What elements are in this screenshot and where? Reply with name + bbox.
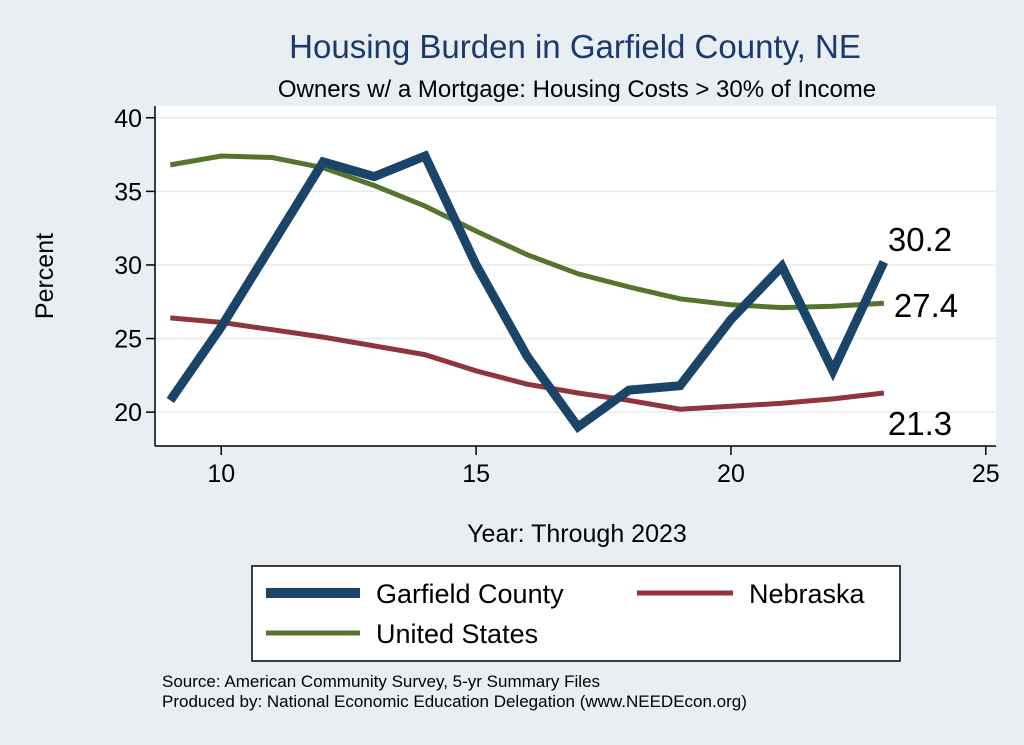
x-tick-label-15: 15 xyxy=(462,460,490,488)
source-note: Source: American Community Survey, 5-yr … xyxy=(162,672,600,691)
y-tick-label-20: 20 xyxy=(114,399,142,427)
legend-label-united-states: United States xyxy=(376,619,538,649)
end-label-nebraska: 21.3 xyxy=(888,405,952,442)
y-tick-label-40: 40 xyxy=(114,105,142,133)
end-label-garfield-county: 30.2 xyxy=(888,221,952,258)
produced-by-note: Produced by: National Economic Education… xyxy=(162,692,747,711)
x-axis-label: Year: Through 2023 xyxy=(467,520,687,548)
y-tick-label-35: 35 xyxy=(114,178,142,206)
y-tick-label-25: 25 xyxy=(114,326,142,354)
legend: Garfield County Nebraska United States xyxy=(251,565,901,662)
grid-lines xyxy=(155,117,996,413)
legend-label-garfield-county: Garfield County xyxy=(376,579,564,609)
legend-box xyxy=(251,565,901,662)
axes: 20 25 30 35 40 10 15 20 25 xyxy=(114,105,1000,488)
series-line-united-states xyxy=(169,153,885,311)
chart-title: Housing Burden in Garfield County, NE xyxy=(289,28,861,65)
x-tick-label-20: 20 xyxy=(717,460,745,488)
x-tick-label-10: 10 xyxy=(207,460,235,488)
legend-label-nebraska: Nebraska xyxy=(749,579,866,609)
series-line-nebraska xyxy=(170,315,885,412)
end-label-united-states: 27.4 xyxy=(894,287,958,324)
y-tick-label-30: 30 xyxy=(114,252,142,280)
series-line-garfield-county xyxy=(166,150,888,434)
chart-subtitle: Owners w/ a Mortgage: Housing Costs > 30… xyxy=(278,76,876,103)
x-tick-label-25: 25 xyxy=(972,460,1000,488)
series-group xyxy=(166,150,888,434)
end-labels: 30.2 21.3 27.4 xyxy=(888,221,958,442)
y-axis-label: Percent xyxy=(31,233,59,319)
